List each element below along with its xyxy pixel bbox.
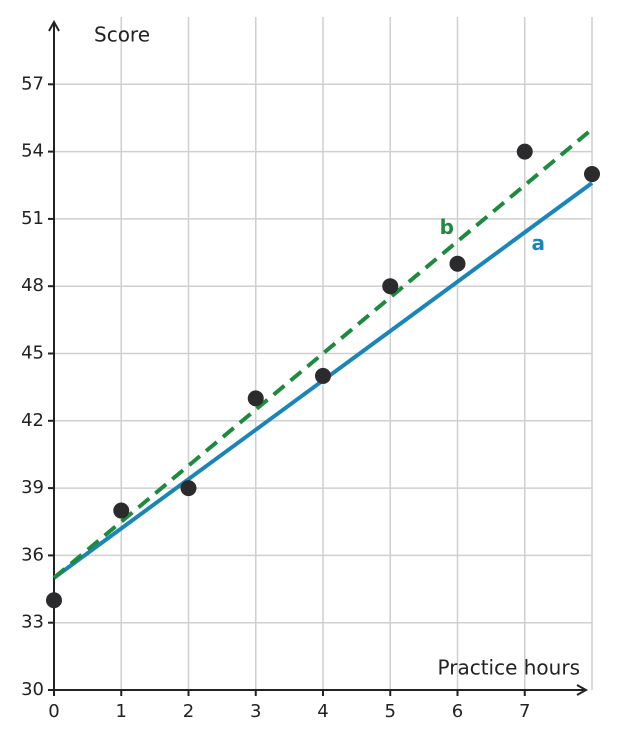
x-tick-label: 6 <box>452 701 463 722</box>
data-point <box>113 502 130 519</box>
y-tick-label: 45 <box>21 343 44 364</box>
y-axis-label: Score <box>94 23 150 47</box>
data-point <box>180 480 197 497</box>
line-label: b <box>440 215 454 239</box>
y-tick-label: 39 <box>21 477 44 498</box>
data-point <box>315 367 331 384</box>
y-tick-label: 36 <box>21 544 44 565</box>
y-tick-label: 48 <box>21 275 44 296</box>
y-tick-label: 42 <box>21 410 44 431</box>
data-point <box>382 278 399 295</box>
data-point <box>449 255 466 272</box>
y-tick-label: 54 <box>21 141 44 162</box>
data-point <box>46 592 62 609</box>
x-axis-label: Practice hours <box>438 656 580 680</box>
x-tick-label: 0 <box>48 701 59 722</box>
data-point <box>516 143 533 160</box>
x-tick-label: 3 <box>250 701 261 722</box>
line-label: a <box>531 231 545 255</box>
y-tick-label: 57 <box>21 73 44 94</box>
y-tick-label: 30 <box>21 679 44 700</box>
fit-line <box>52 127 594 580</box>
y-tick-label: 33 <box>21 612 44 633</box>
x-tick-label: 2 <box>183 701 194 722</box>
data-point <box>247 390 264 407</box>
x-tick-label: 1 <box>116 701 127 722</box>
x-tick-label: 7 <box>519 701 530 722</box>
data-point <box>584 166 600 183</box>
x-tick-label: 4 <box>317 701 328 722</box>
x-tick-label: 5 <box>385 701 396 722</box>
y-tick-label: 51 <box>21 208 44 229</box>
